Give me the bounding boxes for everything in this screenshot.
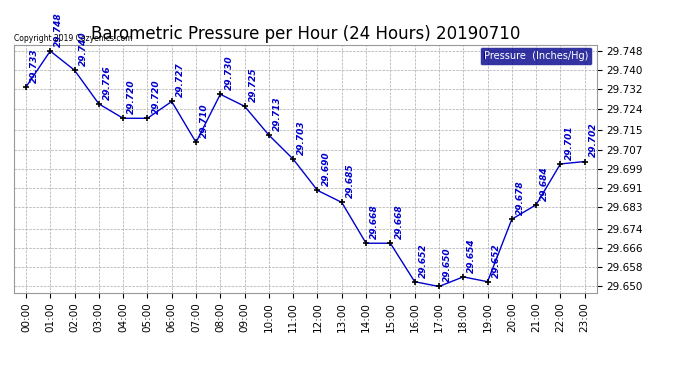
Text: 29.748: 29.748 <box>55 12 63 47</box>
Text: 29.727: 29.727 <box>176 63 185 97</box>
Text: 29.730: 29.730 <box>224 56 233 90</box>
Text: 29.720: 29.720 <box>152 80 161 114</box>
Text: 29.652: 29.652 <box>419 243 428 278</box>
Text: 29.652: 29.652 <box>492 243 501 278</box>
Text: 29.726: 29.726 <box>103 65 112 100</box>
Text: 29.710: 29.710 <box>200 104 209 138</box>
Text: 29.720: 29.720 <box>127 80 137 114</box>
Text: 29.740: 29.740 <box>79 32 88 66</box>
Text: 29.703: 29.703 <box>297 120 306 155</box>
Text: 29.690: 29.690 <box>322 152 331 186</box>
Text: 29.684: 29.684 <box>540 166 549 201</box>
Text: 29.701: 29.701 <box>564 125 573 160</box>
Text: 29.685: 29.685 <box>346 164 355 198</box>
Legend: Pressure  (Inches/Hg): Pressure (Inches/Hg) <box>480 47 592 65</box>
Text: 29.668: 29.668 <box>395 204 404 239</box>
Text: 29.725: 29.725 <box>249 68 258 102</box>
Text: 29.654: 29.654 <box>467 238 476 273</box>
Text: Copyright 2019 Cozyenics.com: Copyright 2019 Cozyenics.com <box>14 33 132 42</box>
Text: 29.702: 29.702 <box>589 123 598 158</box>
Text: 29.650: 29.650 <box>443 248 452 282</box>
Text: 29.668: 29.668 <box>371 204 380 239</box>
Text: 29.713: 29.713 <box>273 96 282 131</box>
Title: Barometric Pressure per Hour (24 Hours) 20190710: Barometric Pressure per Hour (24 Hours) … <box>90 26 520 44</box>
Text: 29.733: 29.733 <box>30 48 39 83</box>
Text: 29.678: 29.678 <box>516 180 525 215</box>
